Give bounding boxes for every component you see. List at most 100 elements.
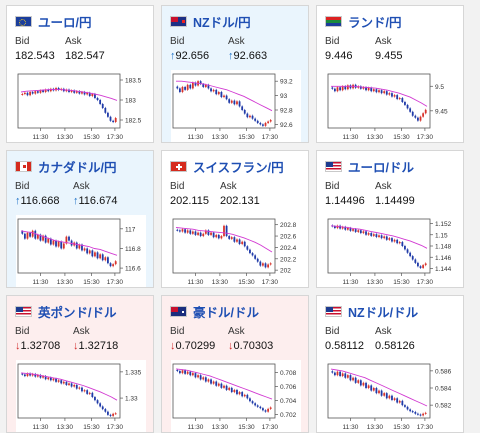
candle-body — [385, 236, 388, 240]
chart-svg: 0.586 0.584 0.582 11:30 13:30 15:30 17:30 — [327, 363, 452, 431]
currency-pair-link[interactable]: スイスフラン/円 — [193, 160, 284, 175]
candle-body — [215, 234, 218, 238]
candle-body — [331, 371, 334, 373]
x-tick-label: 11:30 — [188, 424, 204, 431]
candle-body — [341, 86, 344, 91]
chart-svg: 117 116.8 116.6 11:30 13:30 15:30 17:30 — [17, 218, 141, 286]
rate-card[interactable]: NZドル/ドル Bid Ask 0.58112 0.58126 0.586 0.584 0.5… — [316, 295, 464, 433]
currency-pair-link[interactable]: NZドル/円 — [193, 15, 251, 30]
card-header: 英ポンド/ドル — [15, 303, 149, 320]
candle-body — [31, 373, 34, 376]
x-tick-label: 13:30 — [57, 279, 74, 286]
intraday-candlestick-chart[interactable]: 117 116.8 116.6 11:30 13:30 15:30 17:30 — [16, 215, 146, 287]
intraday-candlestick-chart[interactable]: 93.2 93 92.8 92.6 11:30 13:30 15:30 17:30 — [171, 70, 301, 142]
candle-body — [184, 229, 186, 233]
candle-body — [212, 381, 215, 384]
candle-body — [60, 380, 63, 384]
candle-body — [393, 239, 396, 242]
bid-label: Bid — [170, 326, 185, 337]
candle-body — [189, 230, 192, 234]
candle-body — [346, 228, 349, 230]
ask-value: 0.70303 — [233, 340, 274, 352]
rate-card[interactable]: 豪ドル/ドル Bid Ask ↓0.70299 ↓0.70303 0.708 0.706 0.… — [161, 295, 309, 433]
candle-body — [88, 92, 91, 96]
rate-card[interactable]: カナダドル/円 Bid Ask ↑116.668 ↑116.674 117 116.8 116… — [6, 150, 154, 288]
candle-body — [73, 90, 76, 93]
rate-card[interactable]: ユーロ/円 Bid Ask 182.543 182.547 183.5 183 182.5 11… — [6, 5, 154, 143]
candle-body — [186, 84, 189, 90]
rate-card[interactable]: スイスフラン/円 Bid Ask 202.115 202.131 202.8 202.6 20… — [161, 150, 309, 288]
ask-value-group: ↓0.70303 — [228, 340, 273, 352]
candle-body — [238, 239, 241, 245]
x-tick-label: 15:30 — [238, 424, 255, 431]
currency-pair-link[interactable]: 英ポンド/ドル — [38, 305, 117, 320]
currency-pair-link[interactable]: ランド/円 — [348, 15, 402, 30]
candle-body — [207, 230, 210, 235]
candle-body — [191, 82, 194, 89]
candle-body — [401, 98, 404, 102]
intraday-candlestick-chart[interactable]: 202.8 202.6 202.4 202.2 202 11:30 13:30 15:30 17… — [171, 215, 301, 287]
candle-body — [230, 100, 233, 103]
candle-body — [370, 385, 373, 391]
candle-body — [34, 230, 37, 239]
ask-value: 1.14499 — [375, 195, 415, 207]
x-tick-label: 13:30 — [367, 279, 384, 286]
rate-card[interactable]: ランド/円 Bid Ask 9.446 9.455 9.5 9.45 11:30 13:30 15… — [316, 5, 464, 143]
candle-body — [199, 81, 202, 85]
candle-body — [346, 375, 349, 378]
currency-pair-link[interactable]: ユーロ/円 — [38, 15, 92, 30]
candle-body — [68, 236, 70, 241]
candle-body — [269, 407, 272, 409]
currency-pair-link[interactable]: カナダドル/円 — [38, 160, 117, 175]
currency-pair-link[interactable]: ユーロ/ドル — [348, 160, 414, 175]
currency-pair-link[interactable]: NZドル/ドル — [348, 305, 419, 320]
candle-body — [42, 90, 44, 92]
candle-body — [388, 238, 391, 240]
candle-body — [346, 85, 349, 90]
intraday-candlestick-chart[interactable]: 183.5 183 182.5 11:30 13:30 15:30 17:30 — [16, 70, 146, 142]
candle-body — [262, 263, 264, 266]
candle-body — [398, 242, 401, 244]
x-tick-label: 11:30 — [343, 279, 359, 286]
candle-body — [207, 379, 210, 382]
rate-card[interactable]: 英ポンド/ドル Bid Ask ↓1.32708 ↓1.32718 1.335 1.33 11… — [6, 295, 154, 433]
intraday-candlestick-chart[interactable]: 0.586 0.584 0.582 11:30 13:30 15:30 17:30 — [326, 360, 456, 432]
candle-body — [225, 225, 228, 237]
x-tick-label: 17:30 — [262, 134, 279, 141]
candle-body — [249, 115, 251, 118]
y-tick-label: 1.148 — [435, 244, 452, 251]
candle-body — [414, 259, 417, 263]
intraday-candlestick-chart[interactable]: 0.708 0.706 0.704 0.702 11:30 13:30 15:30 17:30 — [171, 360, 301, 432]
bid-label: Bid — [170, 181, 185, 192]
candle-body — [362, 87, 365, 89]
candle-body — [352, 377, 354, 381]
candle-body — [396, 95, 399, 100]
candle-body — [109, 263, 112, 267]
candle-body — [114, 118, 117, 122]
candle-body — [73, 384, 76, 387]
candle-body — [83, 390, 86, 392]
candle-body — [267, 121, 270, 123]
fx-rate-grid: ユーロ/円 Bid Ask 182.543 182.547 183.5 183 182.5 11… — [6, 5, 464, 433]
candle-body — [107, 112, 109, 117]
candle-body — [78, 91, 81, 94]
candle-body — [178, 230, 181, 232]
candle-body — [396, 239, 399, 244]
intraday-candlestick-chart[interactable]: 1.335 1.33 11:30 13:30 15:30 17:30 — [16, 360, 146, 432]
candle-body — [176, 229, 179, 231]
candle-body — [94, 94, 96, 98]
candle-body — [91, 94, 94, 96]
y-tick-label: 93.2 — [280, 79, 293, 86]
candle-body — [414, 115, 417, 118]
moving-average-line — [175, 227, 273, 253]
rate-card[interactable]: NZドル/円 Bid Ask ↑92.656 ↑92.663 93.2 93 92.8 92.6… — [161, 5, 309, 143]
y-tick-label: 202.8 — [280, 222, 297, 229]
candle-body — [406, 406, 409, 410]
intraday-candlestick-chart[interactable]: 1.152 1.15 1.148 1.146 1.144 11:30 13:30 15:30 1… — [326, 215, 456, 287]
currency-pair-link[interactable]: 豪ドル/ドル — [193, 305, 259, 320]
intraday-candlestick-chart[interactable]: 9.5 9.45 11:30 13:30 15:30 17:30 — [326, 70, 456, 142]
x-tick-label: 13:30 — [57, 134, 74, 141]
rate-card[interactable]: ユーロ/ドル Bid Ask 1.14496 1.14499 1.152 1.15 1.148… — [316, 150, 464, 288]
candle-body — [233, 237, 236, 242]
candle-body — [181, 86, 184, 92]
